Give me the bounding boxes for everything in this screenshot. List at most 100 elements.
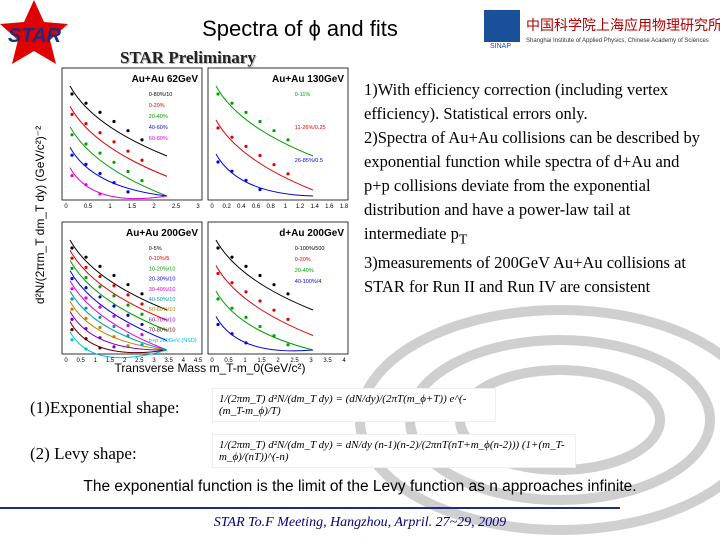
marker (126, 129, 130, 133)
marker (84, 121, 88, 126)
panel-title: Au+Au 200GeV (126, 228, 198, 239)
marker (70, 328, 74, 332)
marker (112, 345, 116, 349)
curve (69, 85, 168, 157)
curve (69, 321, 168, 354)
x-tick-label: 3 (152, 358, 156, 364)
marker (258, 187, 262, 192)
legend-entry: 0-10%/5 (149, 256, 170, 262)
legend-entry: 0-100%/500 (295, 246, 325, 252)
marker (112, 160, 116, 164)
note-subscript: T (458, 231, 468, 247)
curve (69, 260, 168, 331)
marker (258, 153, 262, 158)
legend-entry: 70-80%/10 (149, 328, 176, 334)
marker (112, 324, 116, 329)
marker (84, 326, 88, 331)
marker (216, 92, 220, 96)
marker (70, 307, 74, 311)
legend-entry: 40-100%/4 (295, 279, 322, 285)
x-tick-label: 0 (210, 358, 214, 364)
x-tick-label: 0 (210, 204, 214, 210)
curve (215, 290, 314, 351)
marker (272, 129, 276, 133)
curve (69, 239, 168, 311)
marker (140, 158, 144, 162)
marker (84, 255, 88, 259)
marker (112, 284, 116, 288)
legend-entry: 20-40% (295, 268, 314, 274)
marker (70, 317, 74, 321)
curve (69, 331, 168, 359)
marker (272, 283, 276, 287)
marker (98, 346, 102, 350)
marker (216, 271, 220, 276)
marker (126, 313, 130, 317)
marker (112, 294, 116, 298)
marker (258, 119, 262, 124)
marker (98, 285, 102, 289)
marker (112, 314, 116, 318)
sinap-icon (484, 10, 520, 42)
marker (126, 344, 130, 348)
curve (69, 167, 168, 200)
marker (98, 315, 102, 319)
legend-entry: p+p 200GeV (NSD) (149, 338, 197, 344)
curve (69, 126, 168, 197)
marker (216, 126, 220, 130)
legend-entry: 30-40%/10 (149, 287, 176, 293)
subtitle: STAR Preliminary (120, 48, 256, 67)
marker (70, 297, 74, 301)
marker (70, 133, 74, 137)
x-tick-label: 0.6 (252, 204, 261, 210)
marker (70, 256, 74, 260)
marker (84, 142, 88, 146)
marker (126, 334, 130, 338)
marker (258, 299, 262, 303)
marker (126, 169, 130, 174)
marker (230, 135, 234, 139)
x-tick-label: 0.2 (222, 204, 231, 210)
footer: STAR To.F Meeting, Hangzhou, Arpril. 27~… (213, 515, 507, 530)
marker (244, 144, 248, 148)
note-text: measurements of 200GeV Au+Au collisions … (364, 253, 686, 297)
x-tick-label: 0.8 (266, 204, 275, 210)
x-tick-label: 3.5 (323, 358, 332, 364)
curve (69, 249, 168, 321)
curve (69, 290, 168, 351)
x-tick-label: 2 (152, 204, 156, 210)
legend-entry: 11-26%/0.25 (295, 125, 326, 131)
note-number: 2) (364, 128, 378, 147)
marker (84, 347, 88, 351)
x-tick-label: 2.5 (290, 358, 299, 364)
marker (98, 295, 102, 299)
marker (70, 174, 74, 178)
marker (126, 293, 130, 297)
curve (69, 270, 168, 342)
x-axis-label: Transverse Mass m_T-m_0(GeV/c²) (115, 361, 306, 375)
marker (84, 316, 88, 320)
marker (216, 297, 220, 301)
legend-entry: 40-50%/10 (149, 297, 176, 303)
marker (140, 322, 144, 327)
x-tick-label: 3 (196, 204, 200, 210)
legend-entry: 0-5% (149, 246, 162, 252)
marker (126, 283, 130, 287)
marker (112, 335, 116, 339)
x-tick-label: 2.5 (135, 358, 144, 364)
star-icon (0, 0, 68, 64)
curve (69, 280, 168, 351)
note-number: 1) (364, 80, 378, 99)
x-tick-label: 2 (276, 358, 280, 364)
marker (216, 246, 220, 250)
x-tick-label: 4 (182, 358, 186, 364)
marker (112, 181, 116, 185)
institute-abbr: SINAP (490, 43, 511, 50)
legend-entry: 60-70%/10 (149, 317, 176, 323)
x-tick-label: 1 (94, 358, 98, 364)
note-number: 3) (364, 253, 378, 273)
marker (84, 162, 88, 166)
legend-entry: 40-60% (149, 125, 168, 131)
marker (230, 169, 234, 173)
marker (140, 312, 144, 316)
